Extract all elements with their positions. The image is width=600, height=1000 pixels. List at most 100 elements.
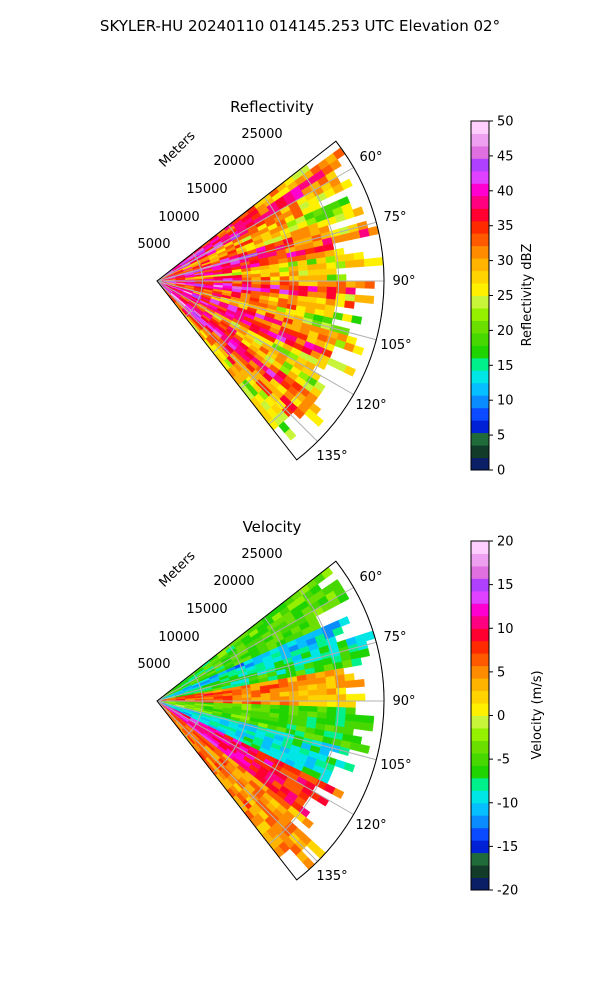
velocity-azimuth-tick-120: 120° xyxy=(355,818,386,833)
velocity-azimuth-tick-135: 135° xyxy=(316,869,347,884)
grid-spoke xyxy=(156,700,377,761)
velocity-cell xyxy=(343,762,356,773)
velocity-azimuth-tick-labels: 60° 75° 90° 105° 120° 135° xyxy=(316,570,415,884)
colorbar-swatch xyxy=(471,370,489,384)
colorbar-swatch xyxy=(471,270,489,284)
colorbar-tick-label: -10 xyxy=(497,796,518,811)
colorbar-swatch xyxy=(471,121,489,134)
grid-spoke xyxy=(156,221,377,282)
velocity-cell xyxy=(358,648,371,658)
reflectivity-cell xyxy=(308,275,318,282)
reflectivity-cell xyxy=(354,294,365,303)
reflectivity-cell xyxy=(292,407,305,420)
reflectivity-radial-tick-10000: 10000 xyxy=(158,210,199,225)
colorbar-swatch xyxy=(471,603,489,617)
velocity-cell xyxy=(308,700,318,707)
colorbar-swatch xyxy=(471,565,489,579)
velocity-cell xyxy=(260,692,271,698)
reflectivity-cell xyxy=(279,280,290,286)
reflectivity-cell xyxy=(298,270,309,277)
velocity-cell xyxy=(344,713,356,722)
grid-arc xyxy=(212,224,249,353)
grid-arc xyxy=(268,588,340,845)
reflectivity-cell xyxy=(241,274,252,279)
reflectivity-cell xyxy=(345,280,356,289)
reflectivity-cell xyxy=(316,257,327,265)
colorbar-swatch xyxy=(471,158,489,172)
colorbar-swatch xyxy=(471,220,489,234)
colorbar-swatch xyxy=(471,852,489,866)
grid-spoke xyxy=(156,587,354,702)
velocity-cell xyxy=(345,693,356,702)
grid-spoke xyxy=(156,280,318,442)
colorbar-swatch xyxy=(471,283,489,296)
reflectivity-cell xyxy=(326,261,337,270)
reflectivity-cell xyxy=(329,159,342,172)
reflectivity-azimuth-tick-75: 75° xyxy=(383,210,406,225)
reflectivity-cell xyxy=(317,286,328,294)
colorbar-swatch xyxy=(471,133,489,147)
velocity-cell xyxy=(354,679,365,688)
colorbar-swatch xyxy=(471,665,489,679)
sector-outline xyxy=(156,560,385,881)
colorbar-swatch xyxy=(471,395,489,409)
colorbar-swatch xyxy=(471,445,489,459)
colorbar-swatch xyxy=(471,740,489,754)
colorbar-swatch xyxy=(471,357,489,371)
velocity-cell xyxy=(297,684,309,692)
colorbar-swatch xyxy=(471,877,489,891)
colorbar-swatch xyxy=(471,777,489,791)
reflectivity-cell xyxy=(317,268,328,276)
velocity-cell xyxy=(260,700,271,706)
reflectivity-radial-tick-20000: 20000 xyxy=(213,154,254,169)
reflectivity-cell xyxy=(284,428,297,441)
velocity-cell xyxy=(354,714,365,723)
colorbar-swatch xyxy=(471,590,489,604)
reflectivity-cell xyxy=(317,274,328,282)
velocity-colorbar: -20 -15 -10 -5 0 5 10 15 20 xyxy=(470,535,518,899)
reflectivity-cell xyxy=(315,359,328,371)
colorbar-swatch xyxy=(471,258,489,272)
colorbar-tick-label: 15 xyxy=(497,359,514,374)
reflectivity-panel: Reflectivity 5000 10000 15000 20000 2500… xyxy=(137,98,535,479)
colorbar-tick-label: 20 xyxy=(497,535,514,550)
reflectivity-cell xyxy=(288,285,299,292)
colorbar-tick-label: 5 xyxy=(497,665,505,680)
reflectivity-cell xyxy=(289,275,300,282)
colorbar-swatch xyxy=(471,765,489,779)
colorbar-swatch xyxy=(471,541,489,554)
reflectivity-radial-tick-25000: 25000 xyxy=(241,127,282,142)
reflectivity-cell xyxy=(364,280,375,289)
reflectivity-cell xyxy=(260,280,271,286)
velocity-radial-tick-5000: 5000 xyxy=(137,657,170,672)
velocity-cell xyxy=(307,706,318,713)
velocity-radial-tick-25000: 25000 xyxy=(241,547,282,562)
reflectivity-azimuth-tick-labels: 60° 75° 90° 105° 120° 135° xyxy=(316,150,415,464)
colorbar-tick-label: 20 xyxy=(497,324,514,339)
reflectivity-cell xyxy=(344,260,356,269)
colorbar-swatch xyxy=(471,245,489,259)
colorbar-swatch xyxy=(471,690,489,704)
colorbar-swatch xyxy=(471,307,489,321)
reflectivity-cell xyxy=(363,295,375,304)
reflectivity-azimuth-tick-60: 60° xyxy=(359,150,382,165)
reflectivity-cell xyxy=(289,280,300,287)
velocity-radial-axis-label: Meters xyxy=(157,548,199,590)
velocity-azimuth-tick-60: 60° xyxy=(359,570,382,585)
colorbar-tick-label: 10 xyxy=(497,394,514,409)
velocity-cell xyxy=(345,700,356,709)
velocity-radial-tick-10000: 10000 xyxy=(158,630,199,645)
colorbar-swatch xyxy=(471,578,489,592)
velocity-cell xyxy=(270,696,281,702)
reflectivity-cell xyxy=(251,277,262,282)
reflectivity-cell xyxy=(341,313,353,323)
reflectivity-cell xyxy=(352,345,365,356)
grid-spoke xyxy=(156,167,354,282)
velocity-cell xyxy=(320,566,334,579)
reflectivity-colorbar-label: Reflectivity dBZ xyxy=(520,244,535,347)
reflectivity-cell xyxy=(344,300,355,309)
velocity-title: Velocity xyxy=(243,518,302,536)
colorbar-tick-label: 0 xyxy=(497,709,505,724)
colorbar-tick-label: 45 xyxy=(497,149,514,164)
